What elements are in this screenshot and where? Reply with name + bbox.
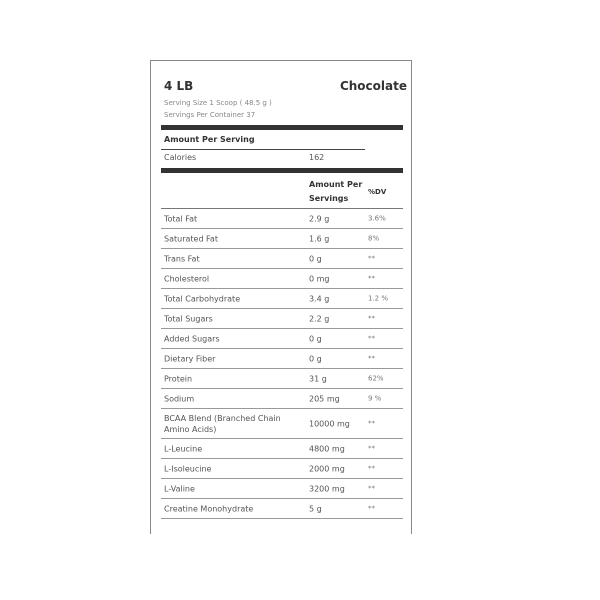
nutrient-amount: 2.2 g [309,314,330,323]
nutrient-dv: ** [368,464,375,472]
amount-column-header: Amount Per Servings [309,180,363,203]
nutrient-row: Dietary Fiber 0 g ** [161,349,403,369]
amount-per-serving-heading: Amount Per Serving [164,135,255,144]
dv-column-header: %DV [368,188,387,196]
nutrient-row: Trans Fat 0 g ** [161,249,403,269]
nutrient-amount: 0 mg [309,274,330,283]
nutrient-dv: ** [368,354,375,362]
divider-thick [161,125,403,130]
nutrient-name: Cholesterol [164,274,210,283]
nutrient-row: Saturated Fat 1.6 g 8% [161,229,403,249]
nutrient-dv: ** [368,419,375,427]
nutrient-amount: 3200 mg [309,484,345,493]
nutrient-dv: 1.2 % [368,294,389,302]
nutrient-amount: 205 mg [309,394,340,403]
nutrient-amount: 0 g [309,254,322,263]
nutrient-row: Sodium 205 mg 9 % [161,389,403,409]
nutrient-amount: 2.9 g [309,214,330,223]
nutrient-dv: 62% [368,374,384,382]
nutrient-dv: 3.6% [368,214,386,222]
nutrient-name: L-Leucine [164,444,203,453]
divider-thick [161,168,403,173]
divider [161,149,365,150]
nutrient-row: Added Sugars 0 g ** [161,329,403,349]
nutrient-dv: ** [368,274,375,282]
nutrient-amount: 31 g [309,374,327,383]
nutrient-dv: ** [368,334,375,342]
nutrient-row: L-Valine 3200 mg ** [161,479,403,499]
nutrient-amount: 0 g [309,354,322,363]
nutrition-facts-panel: 4 LB Chocolate Serving Size 1 Scoop ( 48… [150,60,412,534]
nutrient-row: Cholesterol 0 mg ** [161,269,403,289]
divider [161,208,403,209]
nutrient-dv: 9 % [368,394,382,402]
nutrient-row: BCAA Blend (Branched Chain Amino Acids) 1… [161,409,403,439]
nutrient-name: Saturated Fat [164,234,218,243]
nutrient-amount: 2000 mg [309,464,345,473]
nutrient-amount: 10000 mg [309,419,350,428]
nutrient-row: L-Leucine 4800 mg ** [161,439,403,459]
nutrient-amount: 1.6 g [309,234,330,243]
nutrient-row: L-Isoleucine 2000 mg ** [161,459,403,479]
nutrient-amount: 5 g [309,504,322,513]
nutrient-name: Protein [164,374,193,383]
nutrient-row: Protein 31 g 62% [161,369,403,389]
nutrient-dv: ** [368,254,375,262]
nutrient-name: BCAA Blend (Branched Chain Amino Acids) [164,413,281,434]
nutrient-name: Sodium [164,394,195,403]
calories-value: 162 [309,153,325,162]
nutrient-name: Total Fat [164,214,198,223]
nutrient-dv: ** [368,314,375,322]
nutrient-row: Total Sugars 2.2 g ** [161,309,403,329]
serving-size: Serving Size 1 Scoop ( 48.5 g ) [164,99,272,107]
nutrient-name: Dietary Fiber [164,354,216,363]
nutrient-row: Total Fat 2.9 g 3.6% [161,209,403,229]
nutrient-name: Creatine Monohydrate [164,504,254,513]
nutrient-name: Trans Fat [164,254,200,263]
product-size: 4 LB [164,79,194,93]
nutrient-dv: ** [368,444,375,452]
product-flavor: Chocolate [339,79,407,93]
nutrient-dv: 8% [368,234,380,242]
nutrient-amount: 0 g [309,334,322,343]
nutrient-row: Creatine Monohydrate 5 g ** [161,499,403,519]
nutrient-dv: ** [368,504,375,512]
nutrient-row: Total Carbohydrate 3.4 g 1.2 % [161,289,403,309]
nutrient-name: Total Sugars [164,314,213,323]
nutrient-name: Total Carbohydrate [164,294,241,303]
calories-label: Calories [164,153,197,162]
nutrient-amount: 3.4 g [309,294,330,303]
servings-per-container: Servings Per Container 37 [164,111,256,119]
nutrient-name: L-Isoleucine [164,464,212,473]
nutrient-dv: ** [368,484,375,492]
nutrient-name: Added Sugars [164,334,220,343]
nutrient-amount: 4800 mg [309,444,345,453]
nutrient-name: L-Valine [164,484,195,493]
